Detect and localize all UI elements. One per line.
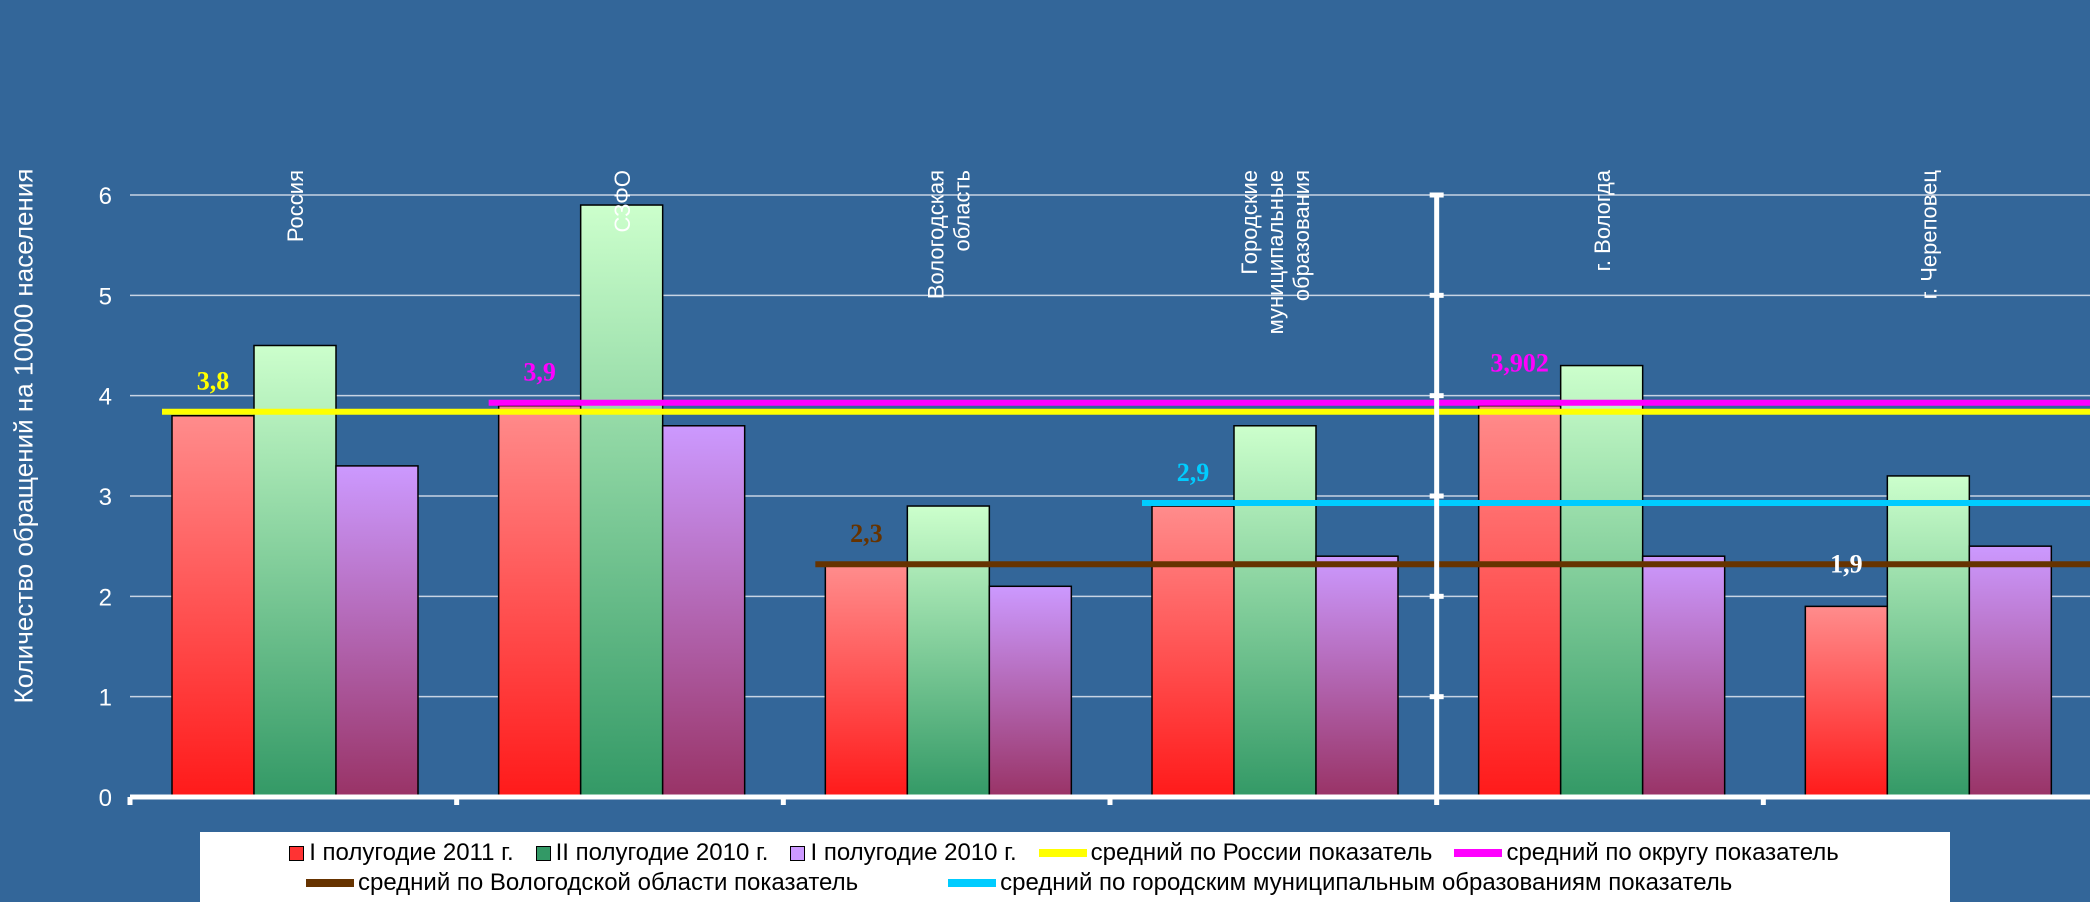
annotation-label-2: 1,9 — [1830, 549, 1863, 578]
y-tick-label-4: 4 — [99, 384, 112, 411]
bar-series-1-cat-1 — [171, 414, 255, 798]
category-label-5-line-1: г. Вологда — [1590, 169, 1615, 271]
bar-series-1-cat-4 — [1151, 505, 1235, 798]
legend: I полугодие 2011 г. II полугодие 2010 г.… — [200, 832, 1950, 902]
bar-series-1-cat-6 — [1804, 605, 1889, 798]
bar-series-1-cat-3 — [824, 565, 909, 798]
y-tick-label-2: 2 — [99, 584, 112, 611]
y-tick-label-1: 1 — [99, 685, 112, 712]
legend-item-series-1: I полугодие 2011 г. — [289, 839, 514, 867]
legend-label-series-3: I полугодие 2010 г. — [810, 839, 1017, 866]
legend-swatch-series-3 — [790, 845, 806, 861]
category-label-3-line-1: Вологодская — [923, 170, 948, 299]
legend-row-1: I полугодие 2011 г. II полугодие 2010 г.… — [210, 838, 1940, 868]
annotation-label-1: 3,902 — [1490, 348, 1549, 377]
category-label-6-line-1: г. Череповец — [1916, 170, 1941, 300]
y-tick-label-0: 0 — [99, 785, 112, 812]
bar-series-1-cat-5 — [1477, 404, 1562, 798]
category-label-1-line-1: Россия — [283, 170, 308, 242]
reference-line-label-2: 3,9 — [523, 358, 556, 387]
category-label-4-line-2: муниципальные — [1263, 170, 1288, 334]
bar-series-2-cat-3 — [906, 505, 991, 798]
reference-line-label-4: 2,9 — [1177, 458, 1210, 487]
legend-label-series-2: II полугодие 2010 г. — [555, 839, 769, 866]
y-tick-label-3: 3 — [99, 484, 112, 511]
category-label-4-line-3: образования — [1289, 170, 1314, 301]
legend-item-municipal-avg: средний по городским муниципальным образ… — [948, 869, 1732, 897]
chart-svg: 0 1 2 3 4 5 6 3,8 3,9 2,3 2,9 3,902 1,9 Россия СЗФО Вол… — [99, 169, 2090, 812]
legend-item-district-avg: средний по округу показатель — [1454, 839, 1839, 867]
reference-line-label-3: 2,3 — [850, 519, 883, 548]
legend-row-2: средний по Вологодской области показател… — [210, 868, 1940, 898]
category-label-3-line-2: область — [949, 170, 974, 251]
bar-series-3-cat-5 — [1641, 555, 1726, 798]
bar-series-3-cat-3 — [988, 585, 1073, 798]
bar-series-2-cat-4 — [1233, 425, 1317, 798]
legend-swatch-russia-avg — [1038, 849, 1087, 857]
bar-series-3-cat-4 — [1315, 555, 1399, 798]
category-label-4-line-1: Городские — [1237, 170, 1262, 275]
legend-item-russia-avg: средний по России показатель — [1038, 839, 1433, 867]
y-axis-title: Количество обращений на 10000 населения — [8, 168, 39, 704]
legend-item-series-2: II полугодие 2010 г. — [535, 839, 769, 867]
bar-series-2-cat-5 — [1559, 364, 1644, 798]
y-tick-label-6: 6 — [99, 183, 112, 210]
bar-series-3-cat-6 — [1968, 545, 2053, 798]
bar-series-2-cat-2 — [579, 204, 664, 798]
legend-label-district-avg: средний по округу показатель — [1506, 839, 1839, 866]
legend-item-series-3: I полугодие 2010 г. — [790, 839, 1017, 867]
legend-label-series-1: I полугодие 2011 г. — [309, 839, 514, 866]
legend-label-russia-avg: средний по России показатель — [1090, 839, 1433, 866]
legend-swatch-oblast-avg — [306, 879, 354, 887]
legend-label-oblast-avg: средний по Вологодской области показател… — [358, 869, 859, 896]
reference-line-label-1: 3,8 — [197, 367, 230, 396]
category-label-2-line-1: СЗФО — [610, 170, 635, 233]
legend-swatch-series-2 — [535, 845, 551, 861]
bar-series-3-cat-1 — [335, 465, 419, 798]
bar-series-1-cat-2 — [497, 404, 582, 798]
legend-swatch-district-avg — [1454, 849, 1503, 857]
legend-label-municipal-avg: средний по городским муниципальным образ… — [1000, 869, 1733, 896]
bar-series-2-cat-6 — [1886, 475, 1971, 798]
bar-series-3-cat-2 — [661, 425, 746, 798]
legend-swatch-municipal-avg — [948, 879, 997, 887]
legend-item-oblast-avg: средний по Вологодской области показател… — [306, 869, 858, 897]
y-tick-label-5: 5 — [99, 283, 112, 310]
legend-swatch-series-1 — [289, 845, 305, 861]
